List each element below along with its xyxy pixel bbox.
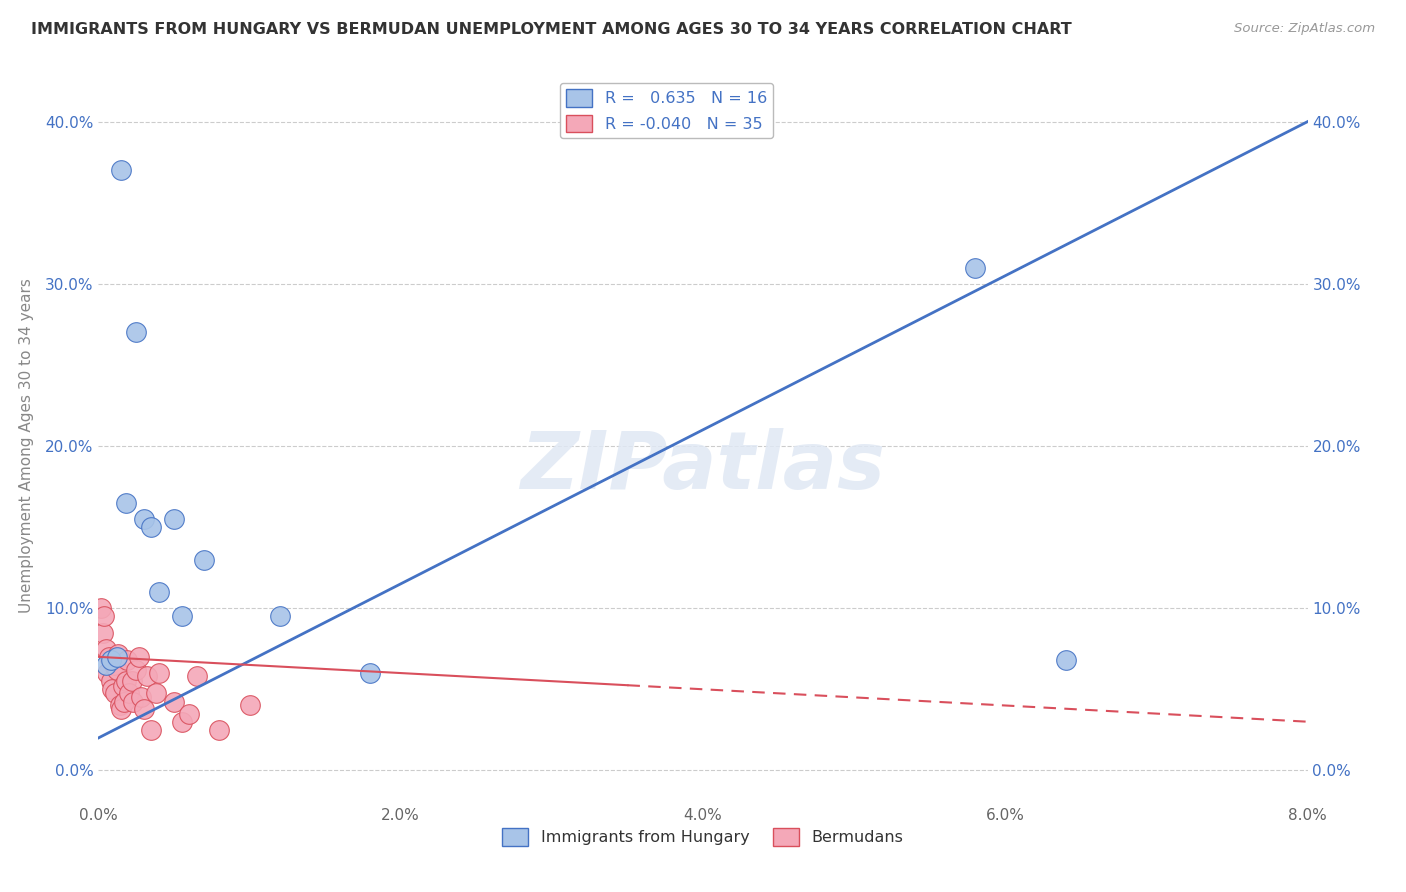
- Point: [129, 690, 152, 705]
- Text: IMMIGRANTS FROM HUNGARY VS BERMUDAN UNEMPLOYMENT AMONG AGES 30 TO 34 YEARS CORRE: IMMIGRANTS FROM HUNGARY VS BERMUDAN UNEM…: [31, 22, 1071, 37]
- Point: [115, 653, 138, 667]
- Text: ZIPatlas: ZIPatlas: [520, 428, 886, 507]
- Point: [90, 601, 112, 615]
- Point: [193, 552, 215, 566]
- Point: [94, 641, 117, 656]
- Point: [163, 512, 186, 526]
- Point: [108, 698, 131, 713]
- Point: [163, 695, 186, 709]
- Point: [148, 585, 170, 599]
- Point: [1054, 653, 1077, 667]
- Point: [186, 669, 208, 683]
- Point: [360, 666, 382, 681]
- Point: [148, 666, 170, 681]
- Point: [91, 625, 114, 640]
- Point: [114, 496, 136, 510]
- Point: [179, 706, 201, 721]
- Point: [110, 702, 132, 716]
- Point: [105, 649, 128, 664]
- Point: [208, 723, 231, 737]
- Point: [125, 326, 148, 340]
- Point: [111, 679, 134, 693]
- Point: [110, 163, 132, 178]
- Point: [125, 663, 148, 677]
- Point: [112, 695, 135, 709]
- Point: [128, 649, 150, 664]
- Point: [104, 685, 127, 699]
- Point: [103, 657, 125, 672]
- Point: [118, 685, 141, 699]
- Point: [170, 714, 193, 729]
- Point: [100, 674, 122, 689]
- Point: [105, 663, 128, 677]
- Point: [239, 698, 262, 713]
- Point: [141, 723, 163, 737]
- Point: [965, 260, 987, 275]
- Point: [107, 647, 129, 661]
- Point: [98, 649, 121, 664]
- Point: [93, 609, 115, 624]
- Legend: Immigrants from Hungary, Bermudans: Immigrants from Hungary, Bermudans: [496, 822, 910, 852]
- Text: Source: ZipAtlas.com: Source: ZipAtlas.com: [1234, 22, 1375, 36]
- Point: [145, 685, 167, 699]
- Point: [132, 702, 155, 716]
- Point: [121, 674, 143, 689]
- Point: [132, 512, 155, 526]
- Point: [170, 609, 193, 624]
- Point: [101, 682, 124, 697]
- Point: [96, 666, 118, 681]
- Point: [122, 695, 145, 709]
- Point: [269, 609, 291, 624]
- Point: [141, 520, 163, 534]
- Point: [94, 657, 117, 672]
- Point: [114, 674, 136, 689]
- Y-axis label: Unemployment Among Ages 30 to 34 years: Unemployment Among Ages 30 to 34 years: [18, 278, 34, 614]
- Point: [100, 653, 122, 667]
- Point: [135, 669, 157, 683]
